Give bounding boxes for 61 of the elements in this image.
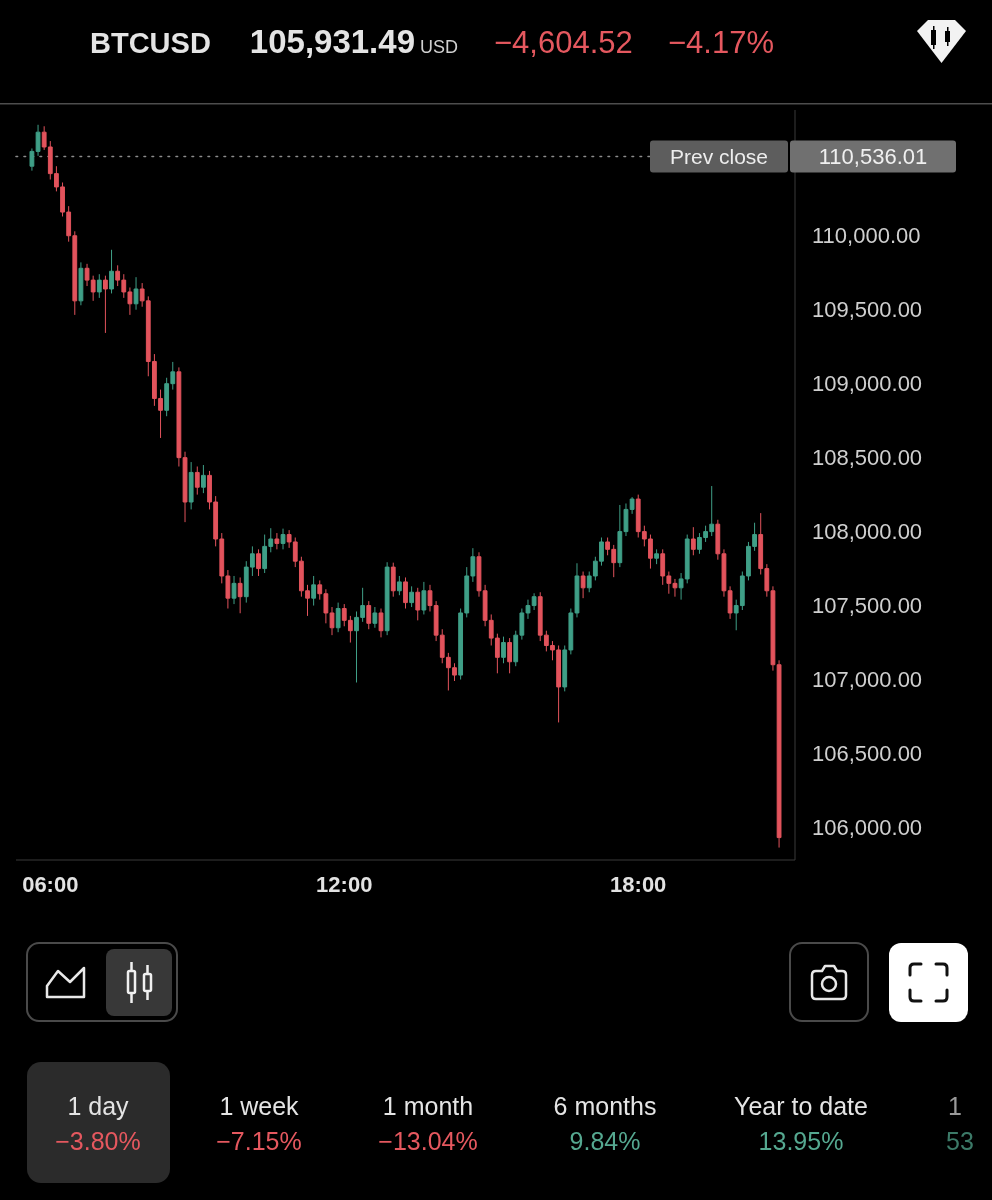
text: 6 months (553, 1092, 657, 1120)
text: −3.80% (55, 1127, 141, 1155)
y-tick-label: 110,000.00 (812, 223, 921, 249)
candlestick (311, 575, 317, 607)
candlestick (690, 526, 696, 556)
y-tick-label: 108,000.00 (812, 519, 923, 545)
candlestick (384, 561, 390, 636)
candlestick (194, 466, 200, 496)
text: −4,604.52 (494, 25, 633, 60)
y-tick-label: 108,500.00 (812, 445, 923, 471)
text: 9.84% (569, 1127, 641, 1155)
candlestick (96, 273, 102, 299)
candlestick (378, 608, 384, 638)
text: 53 (946, 1127, 974, 1155)
y-tick-label: 109,500.00 (812, 297, 923, 323)
candlestick (396, 575, 402, 596)
y-tick-label: 106,500.00 (812, 740, 923, 766)
candlestick (280, 528, 286, 550)
text: −13.04% (378, 1127, 478, 1155)
text: 1 (948, 1092, 962, 1120)
candlestick (188, 461, 194, 510)
candlestick (366, 600, 372, 630)
candlestick (78, 261, 84, 306)
x-tick-label: 06:00 (22, 871, 79, 897)
candlestick (372, 606, 378, 629)
candlestick (133, 276, 139, 311)
candlestick (507, 637, 513, 674)
candlestick (415, 587, 421, 621)
candlestick (109, 249, 114, 294)
candlestick (403, 576, 408, 610)
candlestick (335, 602, 341, 633)
candlestick (409, 585, 415, 608)
text: 1 day (67, 1092, 130, 1120)
text: 1 month (382, 1092, 474, 1120)
x-tick-label: 12:00 (316, 871, 373, 897)
text: Year to date (734, 1092, 868, 1120)
text: −7.15% (216, 1127, 302, 1155)
candlestick (654, 548, 659, 565)
candlestick (201, 464, 206, 494)
text: 13.95% (758, 1127, 844, 1155)
candlestick (274, 532, 280, 550)
text: 105,931.49 (249, 23, 415, 60)
y-tick-label: 107,000.00 (812, 667, 923, 693)
y-tick-label: 106,000.00 (812, 814, 923, 840)
y-tick-label: 107,500.00 (812, 593, 923, 619)
chart-title: BTCUSD (90, 27, 211, 59)
text: −4.17% (668, 25, 775, 60)
candlestick (231, 575, 237, 605)
candlestick (103, 275, 108, 334)
candlestick (237, 576, 243, 614)
text: 1 week (219, 1092, 300, 1120)
candlestick (580, 571, 586, 599)
candlestick (501, 636, 506, 664)
text: USD (420, 37, 459, 57)
candlestick (421, 581, 427, 615)
candlestick (256, 548, 261, 577)
y-tick-label: 109,000.00 (812, 371, 923, 397)
ref-line-label: Prev close (669, 144, 769, 168)
x-tick-label: 18:00 (610, 871, 667, 897)
text: 110,536.01 (818, 143, 928, 169)
candlestick (390, 562, 396, 598)
